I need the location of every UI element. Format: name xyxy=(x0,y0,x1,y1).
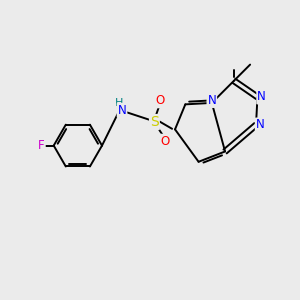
Text: F: F xyxy=(38,139,45,152)
Text: N: N xyxy=(257,91,266,103)
Text: N: N xyxy=(208,94,216,107)
Text: O: O xyxy=(160,135,169,148)
Text: N: N xyxy=(118,104,126,117)
Text: O: O xyxy=(155,94,164,107)
Text: N: N xyxy=(256,118,265,131)
Text: S: S xyxy=(150,115,159,129)
Text: H: H xyxy=(115,98,123,108)
